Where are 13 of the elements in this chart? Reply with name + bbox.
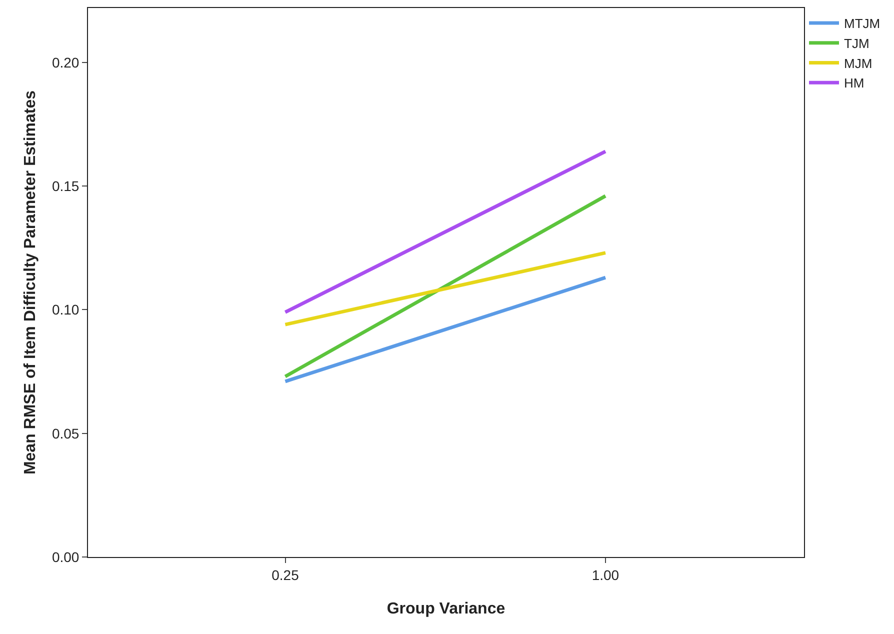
y-tick-label: 0.15 (52, 178, 80, 194)
x-tick-label: 1.00 (592, 566, 620, 583)
legend-label: TJM (844, 36, 870, 51)
y-tick-label: 0.10 (52, 302, 80, 318)
y-axis-title: Mean RMSE of Item Difficulty Parameter Estimates (22, 90, 39, 475)
x-tick-label: 0.25 (272, 566, 300, 583)
legend-label: MTJM (844, 16, 880, 32)
y-tick-label: 0.05 (52, 425, 80, 442)
y-tick-label: 0.20 (52, 54, 80, 70)
y-tick-label: 0.00 (52, 548, 80, 565)
legend-label: MJM (844, 56, 872, 71)
x-axis-title: Group Variance (386, 600, 506, 618)
legend-label: HM (844, 76, 864, 91)
